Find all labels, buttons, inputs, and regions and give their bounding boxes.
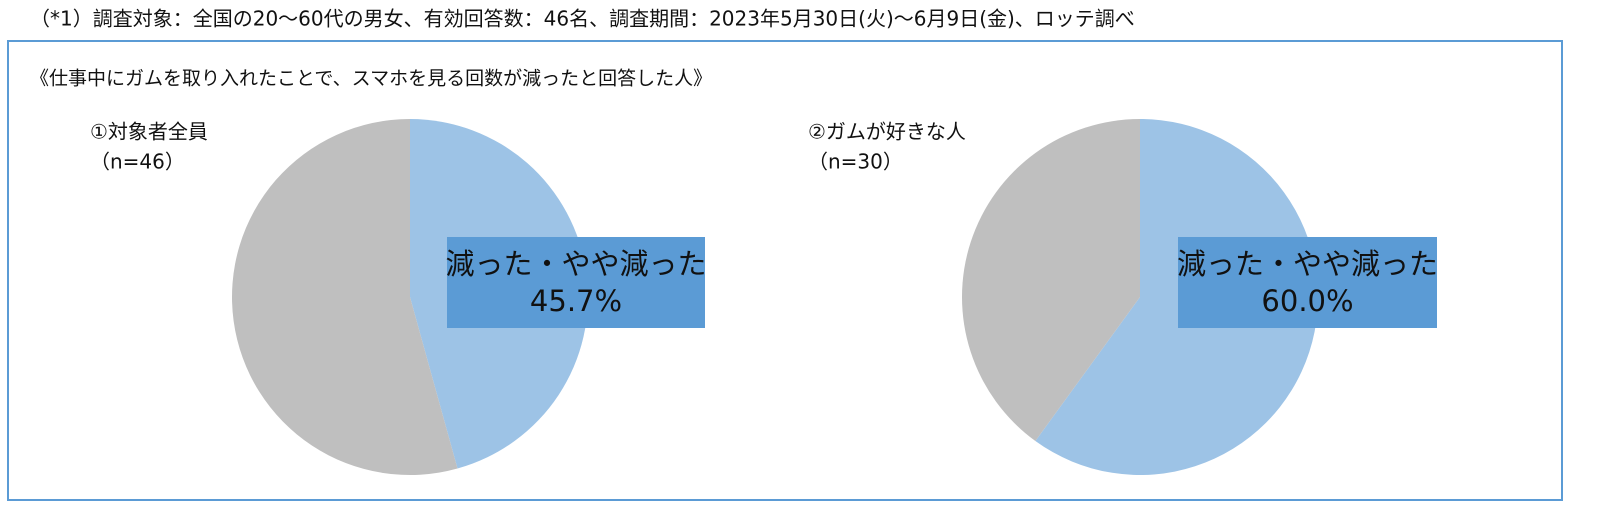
value-label: 45.7%	[530, 284, 622, 318]
frame	[7, 40, 1563, 501]
pie-subtitle: （n=46）	[90, 150, 185, 174]
subtitle: 《仕事中にガムを取り入れたことで、スマホを見る回数が減ったと回答した人》	[30, 68, 712, 90]
pie-title: ②ガムが好きな人	[808, 120, 966, 144]
pie-slice	[231, 119, 458, 475]
slice-label: 減った・やや減った	[1177, 247, 1438, 281]
pie-title: ①対象者全員	[90, 120, 208, 144]
pie-slice	[1035, 119, 1319, 475]
slice-label: 減った・やや減った	[445, 247, 706, 281]
label-box	[447, 237, 705, 328]
pie-slice	[962, 119, 1140, 442]
value-label: 60.0%	[1261, 284, 1353, 318]
note: （*1）調査対象：全国の20～60代の男女、有効回答数：46名、調査期間：202…	[30, 7, 1135, 31]
label-box	[1178, 237, 1437, 328]
pie-subtitle: （n=30）	[808, 150, 903, 174]
